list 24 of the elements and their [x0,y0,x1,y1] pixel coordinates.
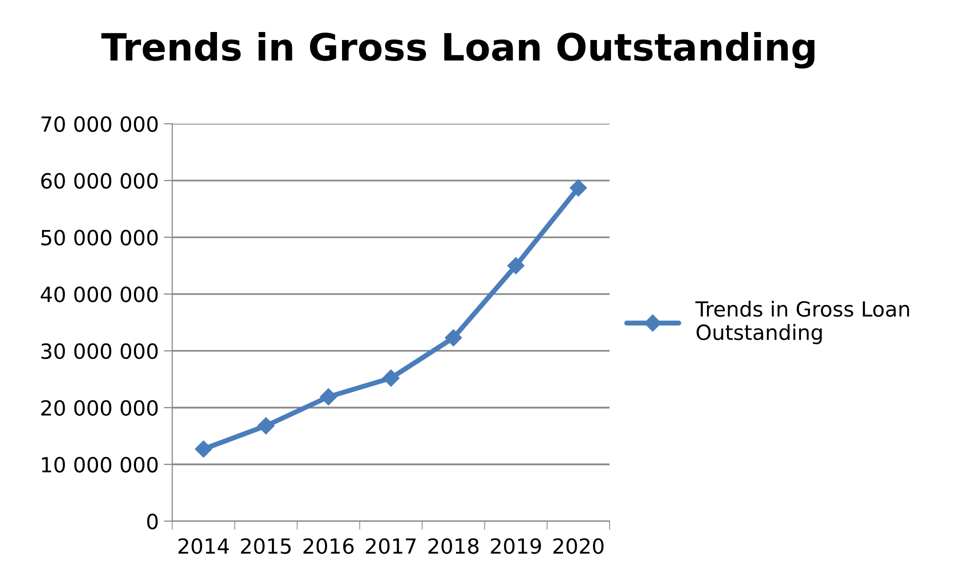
point [570,179,587,196]
y-tick-label: 30 000 000 [41,343,158,360]
y-tick-label: 20 000 000 [41,400,158,416]
legend-label: Trends in Gross Loan Outstanding [695,300,910,344]
x-tick-label: 2017 [366,538,416,554]
chart-title: Trends in Gross Loan Outstanding [101,32,814,69]
y-tick-label: 70 000 000 [41,116,158,132]
y-tick-label: 60 000 000 [41,172,158,189]
x-tick-label: 2015 [240,538,291,554]
x-tick-label: 2020 [553,538,604,554]
point [320,388,338,406]
x-tick-label: 2018 [428,538,478,554]
point [444,329,462,346]
point [194,440,212,458]
point [507,257,524,274]
y-tick-label: 40 000 000 [40,286,158,302]
x-tick-label: 2016 [303,538,354,554]
point [257,417,275,434]
y-tick-label: 10 000 000 [42,456,158,473]
point [382,370,400,387]
x-tick-label: 2014 [178,538,229,554]
y-tick-label: 0 [147,514,158,530]
x-tick-label: 2019 [490,538,541,554]
y-tick-label: 50 000 000 [41,230,158,246]
